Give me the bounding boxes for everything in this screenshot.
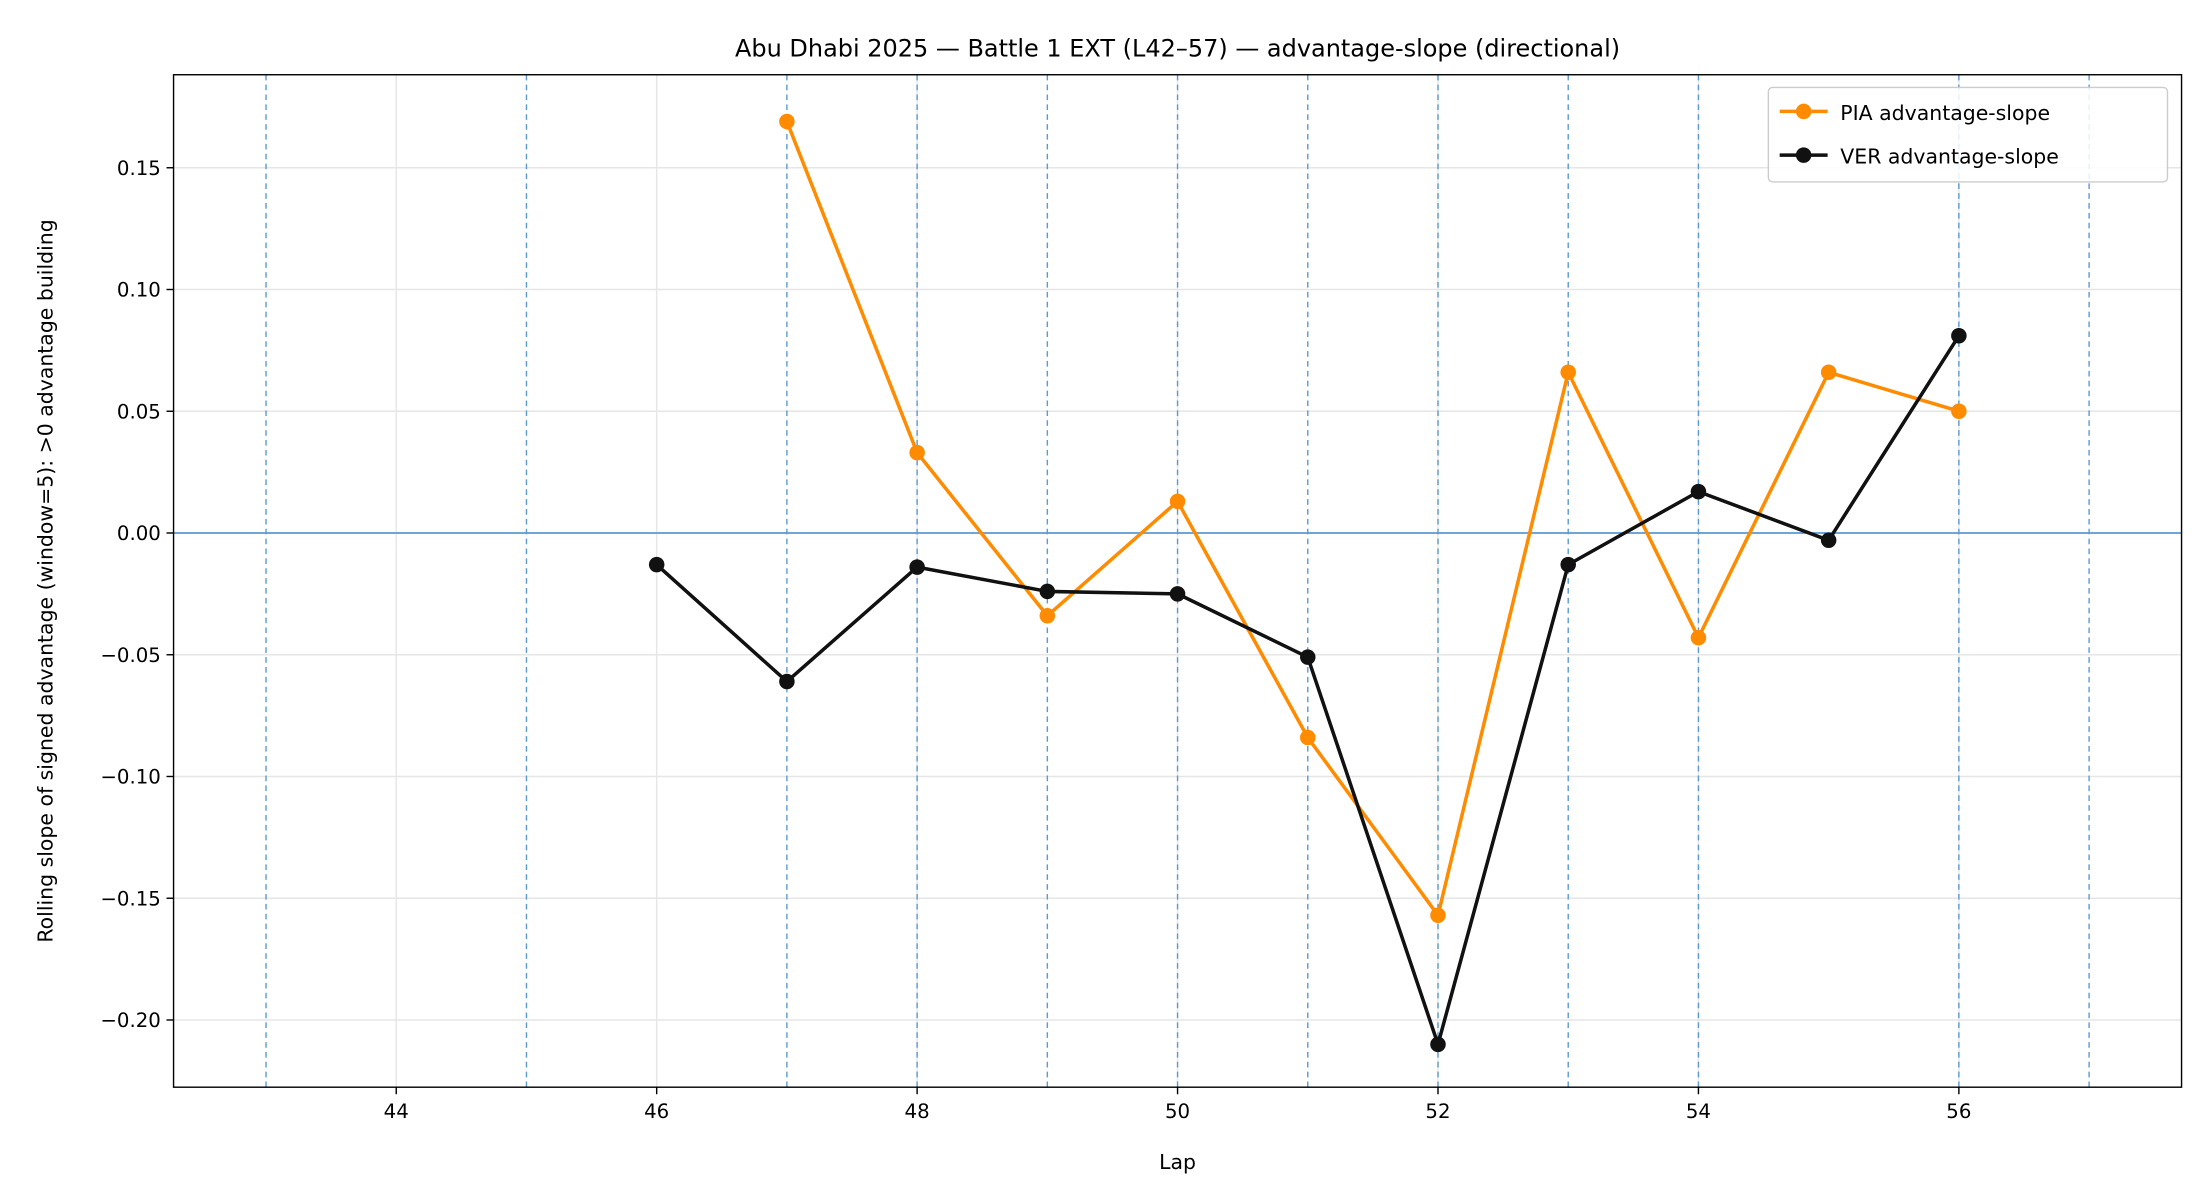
series-ver [648,328,1967,1053]
x-axis-label: Lap [1159,1150,1196,1174]
x-tick-label: 50 [1165,1100,1190,1123]
data-point [1430,1036,1446,1053]
series-pia [779,113,1967,924]
x-tick-label: 48 [905,1100,930,1123]
data-point [1560,364,1576,381]
legend: PIA advantage-slope VER advantage-slope [1767,86,2169,183]
y-tick-label: −0.05 [100,644,160,667]
data-point [779,113,795,130]
data-point [1690,483,1707,500]
data-point [1039,583,1056,600]
series-line [785,120,1960,918]
data-point [1560,556,1576,573]
x-axis-ticks: 44 46 48 50 52 54 56 [384,1087,1971,1123]
data-point [1820,364,1837,381]
chart-title: Abu Dhabi 2025 — Battle 1 EXT (L42–57) —… [735,34,1620,62]
y-axis-ticks: −0.20 −0.15 −0.10 −0.05 0.00 0.05 0.10 0.15 [100,157,174,1032]
data-point [1430,907,1446,924]
y-tick-label: 0.05 [117,400,161,423]
legend-pia-marker [1795,103,1812,120]
y-tick-label: 0.15 [117,157,161,180]
x-tick-label: 52 [1425,1100,1450,1123]
legend-ver-label: VER advantage-slope [1840,145,2058,169]
lap-marker-lines [265,74,2090,1088]
series-group [648,113,1967,1053]
x-tick-label: 44 [384,1100,409,1123]
data-point [648,556,665,573]
legend-pia-label: PIA advantage-slope [1840,101,2050,125]
x-tick-label: 54 [1686,1100,1711,1123]
legend-ver-marker [1795,147,1812,163]
x-tick-label: 46 [644,1100,669,1123]
x-tick-label: 56 [1946,1100,1971,1123]
data-point [1951,328,1967,344]
data-point [1169,586,1186,602]
y-tick-label: 0.00 [117,522,161,545]
data-point [779,673,795,690]
data-point [1300,649,1316,665]
y-tick-label: 0.10 [117,279,161,302]
data-point [1820,532,1837,549]
data-point [1951,403,1967,420]
data-point [1039,608,1056,624]
legend-box [1767,86,2169,183]
data-point [909,444,925,461]
y-axis-label: Rolling slope of signed advantage (windo… [33,219,57,942]
y-tick-label: −0.15 [100,887,160,910]
data-point [1690,629,1707,646]
data-point [909,559,925,575]
data-point [1300,729,1316,746]
data-point [1169,493,1186,510]
y-tick-label: −0.20 [100,1009,160,1032]
y-tick-label: −0.10 [100,766,160,789]
